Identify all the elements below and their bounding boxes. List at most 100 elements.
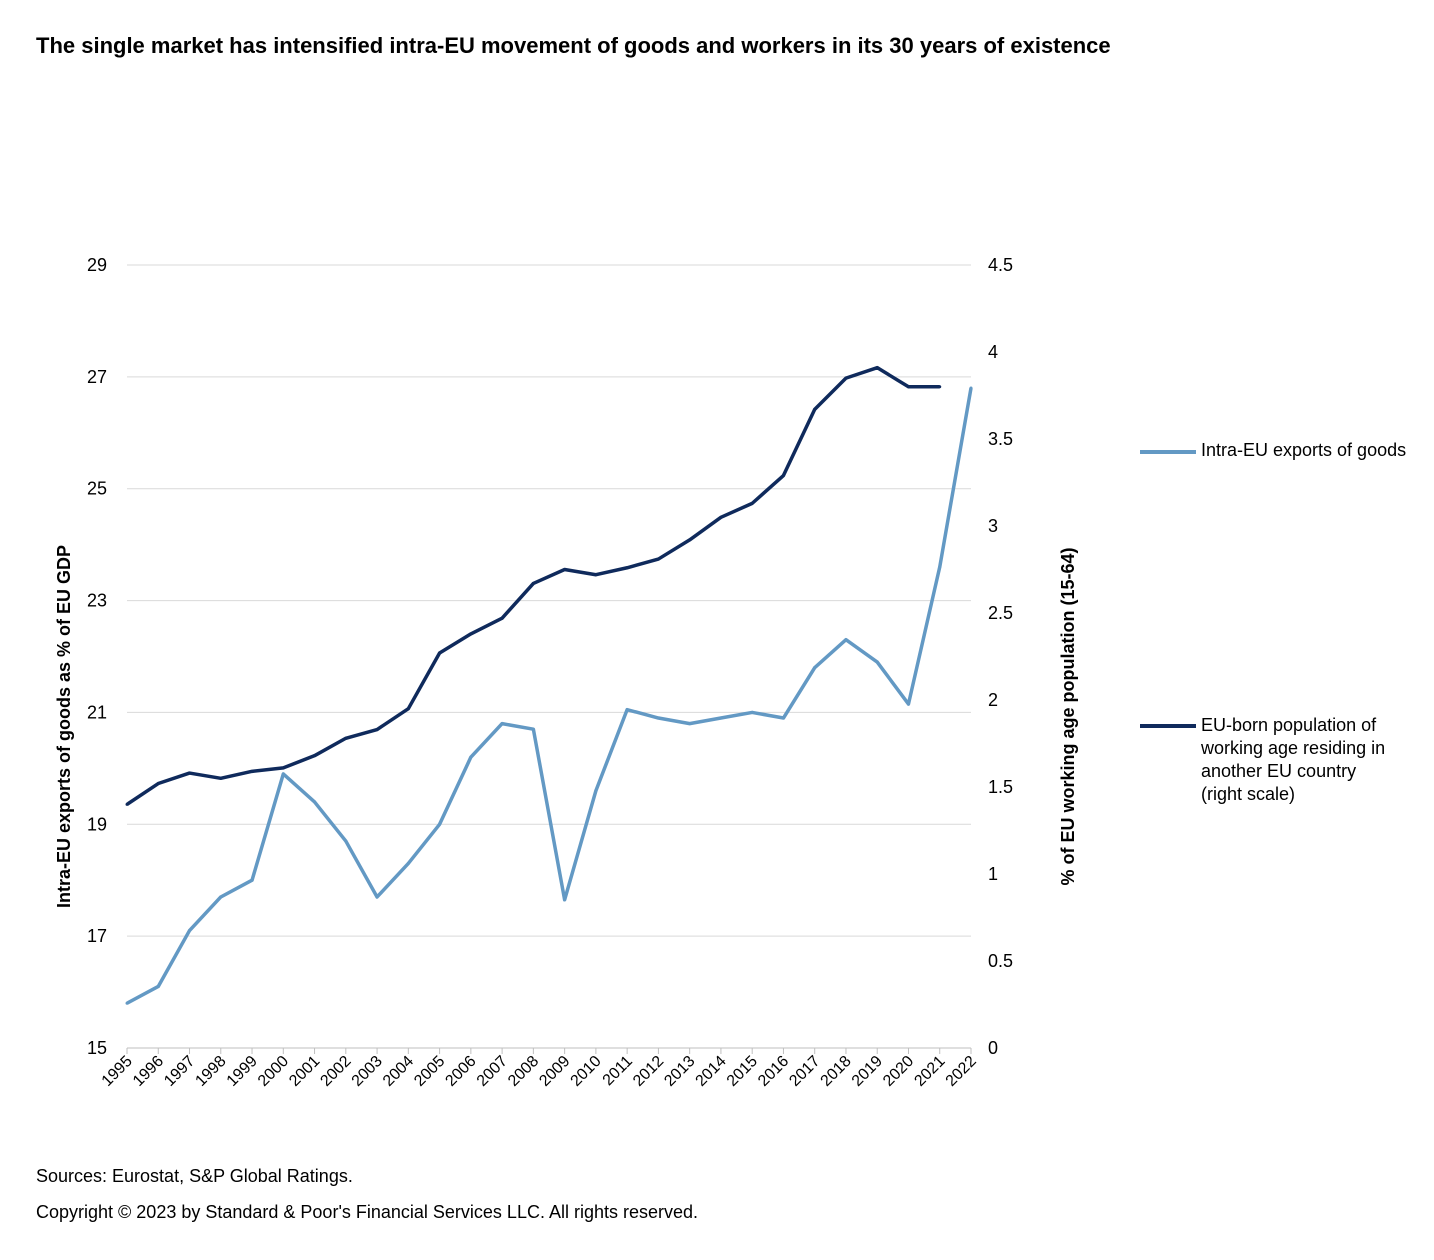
y-tick-label: 15 (87, 1038, 107, 1058)
data-point (406, 707, 410, 711)
copyright-note: Copyright © 2023 by Standard & Poor's Fi… (36, 1202, 699, 1222)
x-tick-label: 2008 (505, 1053, 542, 1090)
series-line-0 (126, 387, 973, 1005)
x-tick-label: 2013 (661, 1053, 698, 1090)
data-point (875, 660, 879, 664)
x-tick-label: 2001 (286, 1053, 323, 1090)
data-point (406, 861, 410, 865)
x-tick-label: 2018 (818, 1053, 855, 1090)
data-point (719, 716, 723, 720)
data-point (969, 386, 973, 390)
x-tick-label: 1996 (130, 1053, 167, 1090)
legend-swatch-population (1140, 724, 1196, 728)
data-point (219, 776, 223, 780)
x-tick-label: 2016 (755, 1053, 792, 1090)
x-tick-label: 2005 (411, 1053, 448, 1090)
data-point (219, 895, 223, 899)
data-point (781, 474, 785, 478)
data-point (344, 736, 348, 740)
data-point (688, 722, 692, 726)
data-point (563, 898, 567, 902)
data-point (125, 802, 129, 806)
data-point (906, 385, 910, 389)
data-point (594, 573, 598, 577)
data-point (250, 878, 254, 882)
data-point (781, 716, 785, 720)
x-tick-label: 2020 (880, 1053, 917, 1090)
y2-tick-label: 3.5 (988, 429, 1013, 449)
data-point (469, 755, 473, 759)
data-point (469, 632, 473, 636)
y-tick-label: 29 (87, 255, 107, 275)
data-point (844, 376, 848, 380)
x-tick-label: 2019 (849, 1053, 886, 1090)
data-point (438, 651, 442, 655)
data-point (688, 538, 692, 542)
x-tick-label: 1998 (192, 1053, 229, 1090)
data-point (750, 710, 754, 714)
data-point (625, 708, 629, 712)
x-tick-label: 2014 (693, 1053, 730, 1090)
x-tick-label: 2021 (911, 1053, 948, 1090)
data-point (281, 772, 285, 776)
data-point (438, 822, 442, 826)
x-tick-label: 2002 (317, 1053, 354, 1090)
y-tick-label: 23 (87, 591, 107, 611)
data-point (375, 895, 379, 899)
data-point (313, 800, 317, 804)
x-tick-label: 2011 (600, 1053, 636, 1089)
legend-exports: Intra-EU exports of goods (1201, 440, 1407, 460)
legend-swatch-exports (1140, 450, 1196, 454)
data-point (750, 501, 754, 505)
data-point (594, 789, 598, 793)
x-tick-label: 2007 (474, 1053, 511, 1090)
legend-population: EU-born population of working age residi… (1201, 715, 1386, 804)
x-tick-label: 2000 (255, 1053, 292, 1090)
data-point (281, 766, 285, 770)
data-point (188, 771, 192, 775)
x-tick-label: 2003 (349, 1053, 386, 1090)
y2-tick-label: 2 (988, 690, 998, 710)
y2-tick-label: 0.5 (988, 951, 1013, 971)
y2-axis-label: % of EU working age population (15-64) (1058, 547, 1078, 885)
data-point (531, 581, 535, 585)
y2-tick-label: 1.5 (988, 777, 1013, 797)
data-point (625, 566, 629, 570)
sources-note: Sources: Eurostat, S&P Global Ratings. (36, 1166, 353, 1186)
x-tick-label: 2015 (724, 1053, 761, 1090)
y-axis-label: Intra-EU exports of goods as % of EU GDP (54, 545, 74, 908)
x-tick-label: 1997 (161, 1053, 198, 1090)
chart-title: The single market has intensified intra-… (36, 33, 1111, 58)
data-point (875, 366, 879, 370)
data-point (188, 929, 192, 933)
x-tick-label: 2009 (536, 1053, 573, 1090)
y2-tick-label: 3 (988, 516, 998, 536)
data-point (156, 782, 160, 786)
x-tick-label: 2012 (630, 1053, 667, 1090)
data-point (938, 385, 942, 389)
data-point (656, 716, 660, 720)
data-point (906, 702, 910, 706)
x-tick-label: 2006 (442, 1053, 479, 1090)
data-point (500, 616, 504, 620)
y-tick-label: 19 (87, 814, 107, 834)
data-point (813, 407, 817, 411)
data-point (125, 1001, 129, 1005)
data-point (563, 568, 567, 571)
y2-tick-label: 4.5 (988, 255, 1013, 275)
data-point (938, 565, 942, 569)
y2-tick-label: 1 (988, 864, 998, 884)
x-tick-label: 1999 (224, 1053, 261, 1090)
data-point (844, 638, 848, 642)
x-tick-label: 2022 (943, 1053, 980, 1090)
x-tick-label: 2017 (786, 1053, 823, 1090)
y2-tick-label: 0 (988, 1038, 998, 1058)
y-tick-label: 27 (87, 367, 107, 387)
data-point (313, 754, 317, 758)
y2-tick-label: 2.5 (988, 603, 1013, 623)
x-tick-label: 2004 (380, 1053, 417, 1090)
y-tick-label: 21 (87, 702, 107, 722)
data-point (250, 769, 254, 773)
data-point (156, 984, 160, 988)
